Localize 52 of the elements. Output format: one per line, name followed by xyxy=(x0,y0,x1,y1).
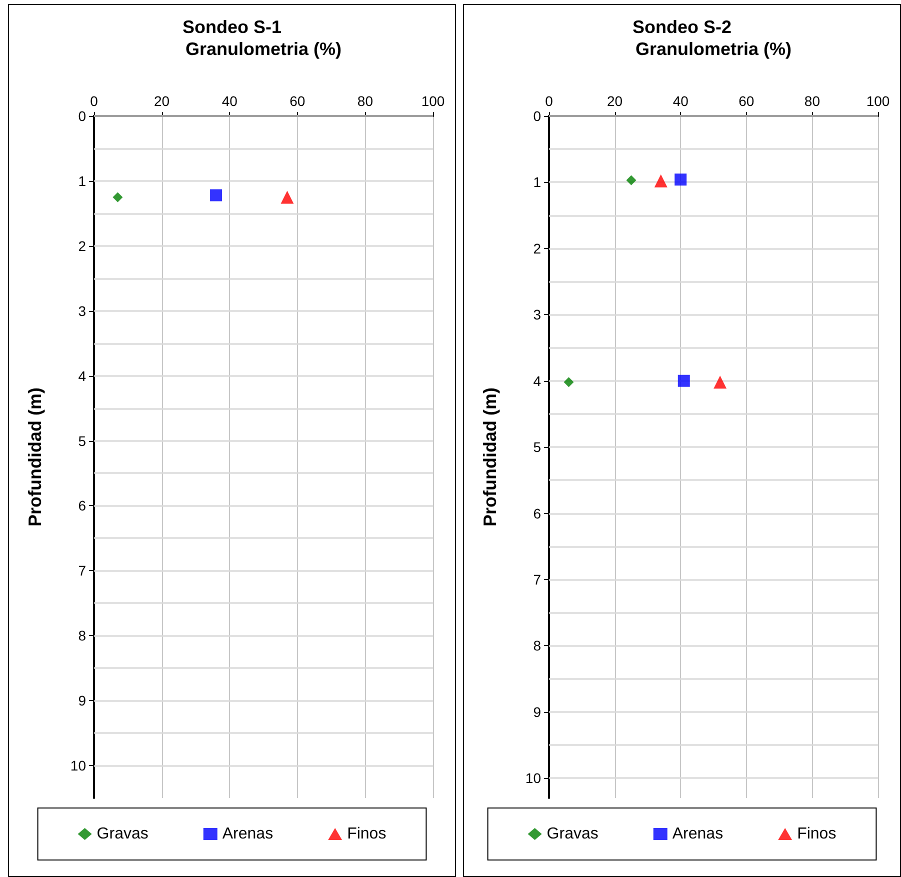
y-tick-label: 1 xyxy=(78,172,86,189)
point xyxy=(678,374,690,387)
x-tick-label: 80 xyxy=(804,93,820,109)
y-tick-label: 2 xyxy=(78,238,86,254)
y-tick-label: 4 xyxy=(78,368,86,384)
y-tick-label: 10 xyxy=(70,758,86,774)
y-tick-label: 3 xyxy=(78,302,86,319)
y-axis-title: Profundidad (m) xyxy=(25,388,45,526)
x-axis-title: Granulometria (%) xyxy=(185,39,342,59)
x-tick-label: 40 xyxy=(222,93,238,109)
x-tick-label: 20 xyxy=(607,93,623,109)
point xyxy=(654,174,668,188)
x-tick-label: 100 xyxy=(866,93,890,109)
x-tick-label: 40 xyxy=(672,93,689,109)
x-tick-label: 100 xyxy=(421,93,445,109)
y-tick-label: 6 xyxy=(533,505,542,522)
x-tick-label: 20 xyxy=(154,93,170,109)
y-tick-label: 10 xyxy=(525,770,542,786)
legend-label: Arenas xyxy=(672,826,724,842)
y-tick-label: 8 xyxy=(533,638,542,654)
legend-label: Finos xyxy=(797,826,836,842)
y-tick-label: 9 xyxy=(78,692,86,709)
legend-label: Arenas xyxy=(222,826,274,842)
y-tick-label: 8 xyxy=(78,628,86,644)
legend-label: Gravas xyxy=(546,826,598,842)
x-tick-label: 60 xyxy=(290,93,306,109)
y-tick-label: 5 xyxy=(533,439,542,456)
x-tick-label: 80 xyxy=(357,93,374,109)
y-tick-label: 7 xyxy=(78,562,86,579)
point xyxy=(564,377,574,388)
y-tick-label: 0 xyxy=(78,108,86,124)
x-tick-label: 0 xyxy=(545,93,554,109)
point xyxy=(674,174,687,186)
y-tick-label: 0 xyxy=(533,108,542,124)
x-axis-title: Granulometria (%) xyxy=(635,39,792,59)
y-tick-label: 9 xyxy=(533,704,542,720)
legend-label: Finos xyxy=(347,826,386,842)
point xyxy=(714,376,727,389)
y-tick-label: 2 xyxy=(533,240,542,256)
point xyxy=(626,175,636,186)
y-tick-label: 6 xyxy=(78,498,86,514)
chart-title: Sondeo S-2 xyxy=(632,17,732,37)
y-tick-label: 5 xyxy=(78,432,86,449)
legend-label: Gravas xyxy=(96,826,148,842)
y-axis-title: Profundidad (m) xyxy=(480,388,500,526)
y-tick-label: 4 xyxy=(533,372,542,389)
x-tick-label: 0 xyxy=(90,93,98,109)
y-tick-label: 7 xyxy=(533,571,542,588)
y-tick-label: 1 xyxy=(533,174,542,190)
x-tick-label: 60 xyxy=(738,93,754,109)
y-tick-label: 3 xyxy=(533,306,542,323)
chart-title: Sondeo S-1 xyxy=(182,17,282,37)
